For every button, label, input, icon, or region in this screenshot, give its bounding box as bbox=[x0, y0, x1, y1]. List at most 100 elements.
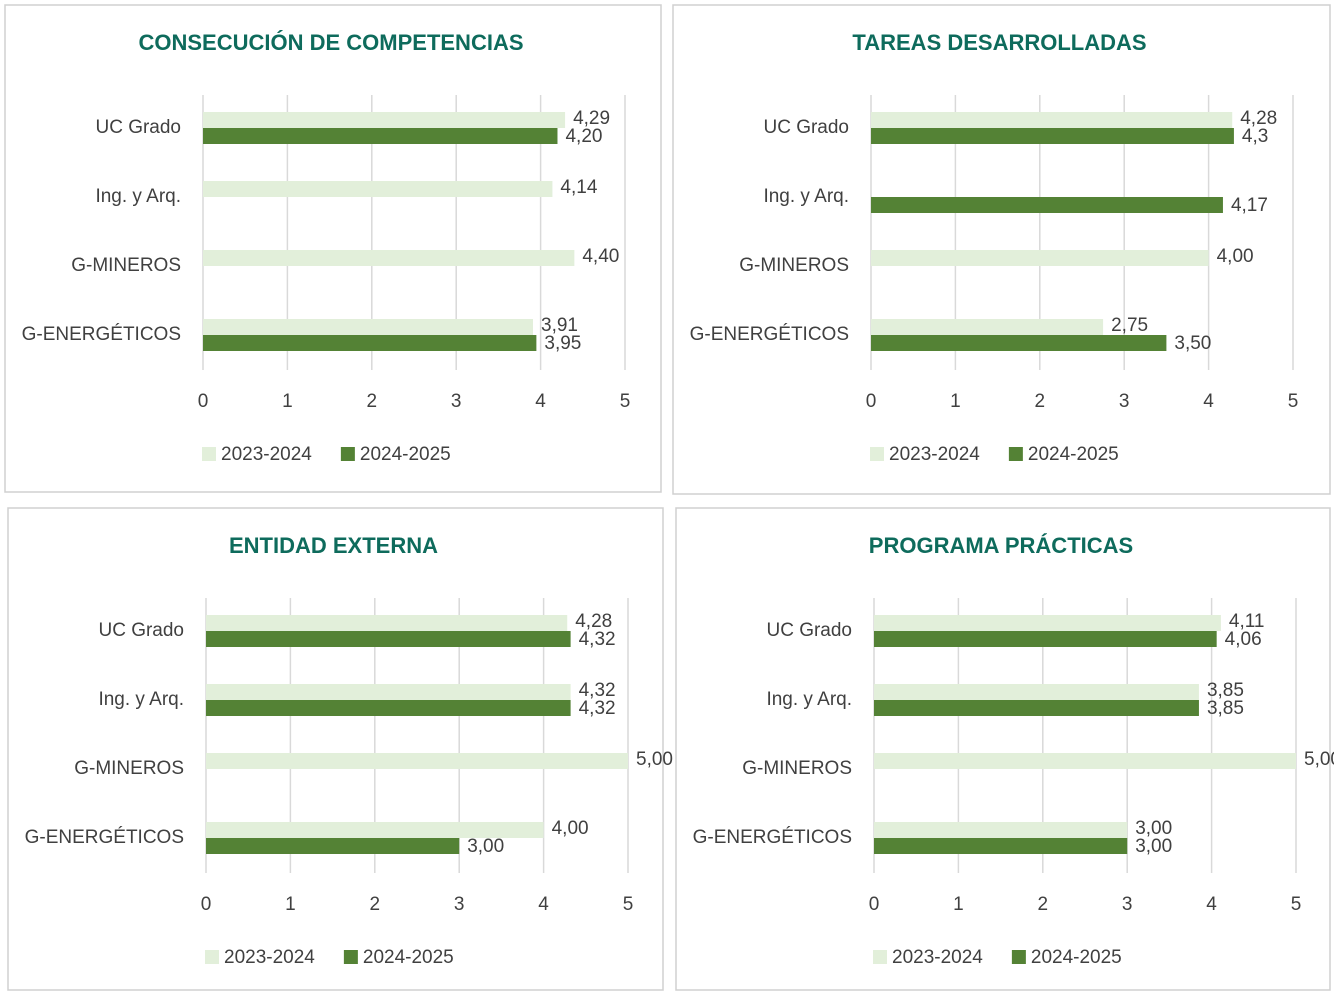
chart-panel: PROGRAMA PRÁCTICAS 0 1 2 3 4 5 UC Grado 4,114,06… bbox=[675, 507, 1334, 991]
data-label: 5,00 bbox=[636, 749, 673, 770]
bar bbox=[874, 684, 1199, 700]
category-label: UC Grado bbox=[95, 117, 181, 138]
category-label: UC Grado bbox=[763, 117, 849, 138]
x-tick-label: 1 bbox=[950, 391, 961, 412]
x-tick-label: 1 bbox=[953, 894, 964, 915]
data-label: 4,29 bbox=[573, 108, 610, 129]
x-tick-label: 1 bbox=[282, 391, 293, 412]
x-tick-label: 0 bbox=[866, 391, 877, 412]
x-tick-label: 5 bbox=[620, 391, 631, 412]
x-tick-label: 5 bbox=[623, 894, 634, 915]
category-label: UC Grado bbox=[98, 620, 184, 641]
bar bbox=[871, 250, 1209, 266]
x-tick-label: 3 bbox=[1119, 391, 1130, 412]
data-label: 4,3 bbox=[1242, 126, 1268, 147]
x-tick-label: 4 bbox=[535, 391, 546, 412]
data-label: 3,00 bbox=[1135, 836, 1172, 857]
x-tick-label: 0 bbox=[201, 894, 212, 915]
data-label: 3,95 bbox=[544, 333, 581, 354]
data-label: 4,32 bbox=[579, 698, 616, 719]
data-label: 3,00 bbox=[1135, 818, 1172, 839]
panel-border bbox=[7, 507, 664, 991]
legend-label: 2024-2025 bbox=[1028, 444, 1119, 465]
panel-border bbox=[672, 4, 1331, 495]
data-label: 3,50 bbox=[1174, 333, 1211, 354]
x-tick-label: 2 bbox=[1035, 391, 1046, 412]
bar bbox=[206, 700, 571, 716]
bar bbox=[206, 615, 568, 631]
legend-swatch bbox=[202, 447, 216, 461]
bar bbox=[206, 822, 544, 838]
panel-border bbox=[4, 4, 662, 493]
legend-swatch bbox=[870, 447, 884, 461]
bar bbox=[874, 615, 1221, 631]
bar bbox=[874, 822, 1128, 838]
data-label: 4,00 bbox=[1217, 246, 1254, 267]
legend-label: 2024-2025 bbox=[360, 444, 451, 465]
legend-label: 2023-2024 bbox=[221, 444, 312, 465]
data-label: 4,32 bbox=[579, 629, 616, 650]
bar bbox=[871, 197, 1223, 213]
category-label: Ing. y Arq. bbox=[95, 186, 181, 207]
bar bbox=[203, 128, 558, 144]
bar bbox=[203, 181, 553, 197]
x-tick-label: 2 bbox=[1038, 894, 1049, 915]
bar bbox=[871, 112, 1233, 128]
category-label: Ing. y Arq. bbox=[763, 186, 849, 207]
data-label: 3,85 bbox=[1207, 698, 1244, 719]
legend-swatch bbox=[873, 950, 887, 964]
category-label: Ing. y Arq. bbox=[98, 689, 184, 710]
bar bbox=[874, 631, 1217, 647]
x-tick-label: 4 bbox=[1206, 894, 1217, 915]
data-label: 4,40 bbox=[582, 246, 619, 267]
legend-label: 2023-2024 bbox=[892, 947, 983, 968]
data-label: 4,11 bbox=[1229, 611, 1265, 632]
data-label: 4,06 bbox=[1225, 629, 1262, 650]
legend-swatch bbox=[340, 447, 355, 461]
chart-title: TAREAS DESARROLLADAS bbox=[852, 30, 1146, 55]
x-tick-label: 3 bbox=[454, 894, 465, 915]
data-label: 4,28 bbox=[1240, 108, 1277, 129]
data-label: 4,00 bbox=[552, 818, 589, 839]
bar bbox=[203, 250, 575, 266]
category-label: G-ENERGÉTICOS bbox=[22, 324, 181, 345]
bar bbox=[206, 631, 571, 647]
chart-panel: CONSECUCIÓN DE COMPETENCIAS 0 1 2 3 4 5 UC Grad… bbox=[4, 4, 662, 493]
x-tick-label: 0 bbox=[869, 894, 880, 915]
category-label: UC Grado bbox=[766, 620, 852, 641]
bar bbox=[203, 319, 534, 335]
bar bbox=[203, 112, 566, 128]
x-tick-label: 3 bbox=[451, 391, 462, 412]
data-label: 3,91 bbox=[541, 315, 578, 336]
category-label: G-ENERGÉTICOS bbox=[25, 827, 184, 848]
x-tick-label: 0 bbox=[198, 391, 209, 412]
bar bbox=[874, 700, 1199, 716]
legend-swatch bbox=[343, 950, 358, 964]
data-label: 5,00 bbox=[1304, 749, 1334, 770]
data-label: 4,20 bbox=[565, 126, 602, 147]
data-label: 3,85 bbox=[1207, 680, 1244, 701]
category-label: Ing. y Arq. bbox=[766, 689, 852, 710]
x-tick-label: 5 bbox=[1291, 894, 1302, 915]
data-label: 4,17 bbox=[1231, 195, 1268, 216]
bar bbox=[206, 838, 460, 854]
category-label: G-ENERGÉTICOS bbox=[690, 324, 849, 345]
chart-title: PROGRAMA PRÁCTICAS bbox=[869, 533, 1133, 558]
bar bbox=[203, 335, 537, 351]
data-label: 2,75 bbox=[1111, 315, 1148, 336]
bar bbox=[874, 753, 1296, 769]
chart-title: CONSECUCIÓN DE COMPETENCIAS bbox=[138, 30, 523, 55]
bar bbox=[206, 684, 571, 700]
bar bbox=[874, 838, 1128, 854]
x-tick-label: 3 bbox=[1122, 894, 1133, 915]
data-label: 3,00 bbox=[467, 836, 504, 857]
x-tick-label: 4 bbox=[1203, 391, 1214, 412]
panel-border bbox=[675, 507, 1331, 991]
bar bbox=[871, 335, 1167, 351]
category-label: G-ENERGÉTICOS bbox=[693, 827, 852, 848]
x-tick-label: 2 bbox=[370, 894, 381, 915]
legend-label: 2023-2024 bbox=[889, 444, 980, 465]
